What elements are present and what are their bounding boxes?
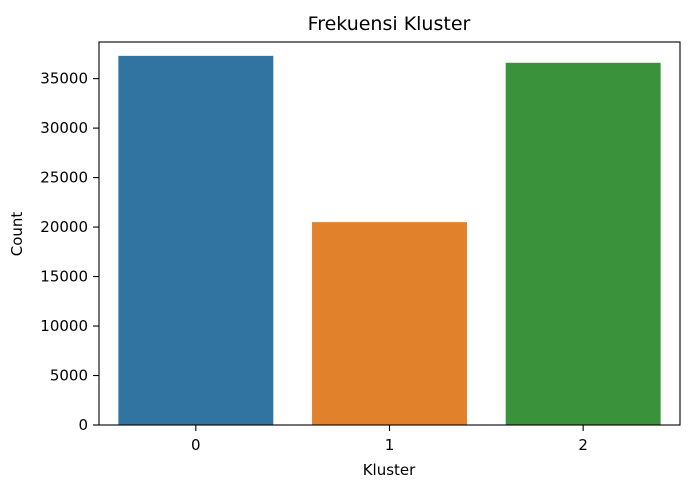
y-tick-label-0: 0 [78,416,88,434]
bars-layer [118,55,661,426]
y-tick-label-5000: 5000 [50,367,88,385]
bar-2 [505,62,661,425]
y-axis-label: Count [8,212,26,257]
y-tick-label-10000: 10000 [40,317,88,335]
x-tick-label-2: 2 [578,436,588,454]
x-tick-label-0: 0 [191,436,201,454]
plot-frame [98,41,681,426]
chart-title: Frekuensi Kluster [308,13,471,35]
y-tick-label-15000: 15000 [40,268,88,286]
y-tick-label-20000: 20000 [40,218,88,236]
x-axis-label: Kluster [363,461,416,479]
axes-layer: 0 1 2 0 5000 10000 15000 20000 25000 30000 35000 [40,41,681,454]
y-tick-label-25000: 25000 [40,169,88,187]
x-tick-label-1: 1 [385,436,395,454]
bar-1 [312,222,467,425]
bar-0 [118,55,274,426]
y-tick-label-30000: 30000 [40,119,88,137]
y-tick-label-35000: 35000 [40,70,88,88]
